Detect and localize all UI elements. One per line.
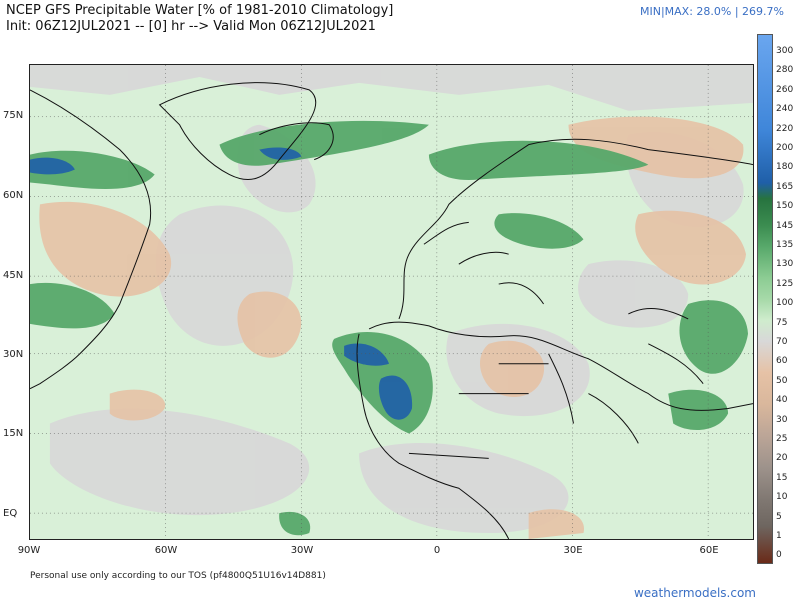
lat-label-75n: 75N [3,110,24,121]
coastlines-and-borders [30,82,753,539]
lon-label-60w: 60W [154,545,178,556]
blue-regions [30,147,413,420]
colorbar-label-70: 70 [776,337,788,347]
colorbar-label-100: 100 [776,298,794,309]
min-max-readout: MIN|MAX: 28.0% | 269.7% [639,5,784,18]
colorbar-label-60: 60 [776,356,788,367]
colorbar-label-300: 300 [776,46,794,56]
title-line-1: NCEP GFS Precipitable Water [% of 1981-2… [6,3,394,18]
colorbar-label-30: 30 [776,414,788,425]
colorbar-label-200: 200 [776,143,794,153]
lon-label-0: 0 [433,545,441,556]
lon-label-30w: 30W [290,545,314,556]
colorbar-label-145: 145 [776,220,794,231]
lat-label-eq: EQ [3,508,18,519]
lat-label-60n: 60N [3,190,24,201]
colorbar-label-125: 125 [776,278,794,289]
colorbar-label-240: 240 [776,104,794,115]
title-line-2: Init: 06Z12JUL2021 -- [0] hr --> Valid M… [6,19,376,34]
colorbar-label-260: 260 [776,84,794,95]
colorbar-label-5: 5 [776,511,782,522]
tos-notice: Personal use only according to our TOS (… [30,571,326,581]
precipitable-water-map [29,64,754,540]
lon-label-60e: 60E [699,545,719,556]
lon-label-90w: 90W [17,545,41,556]
colorbar-label-20: 20 [776,453,788,464]
colorbar-label-135: 135 [776,240,794,250]
colorbar-label-280: 280 [776,65,794,76]
lat-label-30n: 30N [3,349,24,360]
colorbar-label-15: 15 [776,472,788,483]
chart-title: NCEP GFS Precipitable Water [% of 1981-2… [6,3,393,35]
graticule [30,65,753,539]
colorbar-label-1: 1 [776,531,782,541]
lat-label-15n: 15N [3,428,24,439]
colorbar-label-130: 130 [776,259,794,270]
colorbar-label-150: 150 [776,201,794,212]
colorbar-label-50: 50 [776,375,788,386]
colorbar [757,34,773,564]
colorbar-label-165: 165 [776,181,794,192]
lat-label-45n: 45N [3,270,24,281]
colorbar-label-220: 220 [776,123,794,134]
colorbar-label-25: 25 [776,434,788,444]
colorbar-label-180: 180 [776,162,794,173]
colorbar-label-0: 0 [776,550,782,561]
colorbar-label-40: 40 [776,395,788,406]
lon-label-30e: 30E [563,545,583,556]
colorbar-label-10: 10 [776,492,788,503]
colorbar-label-75: 75 [776,317,788,328]
site-brand-link[interactable]: weathermodels.com [633,586,756,600]
